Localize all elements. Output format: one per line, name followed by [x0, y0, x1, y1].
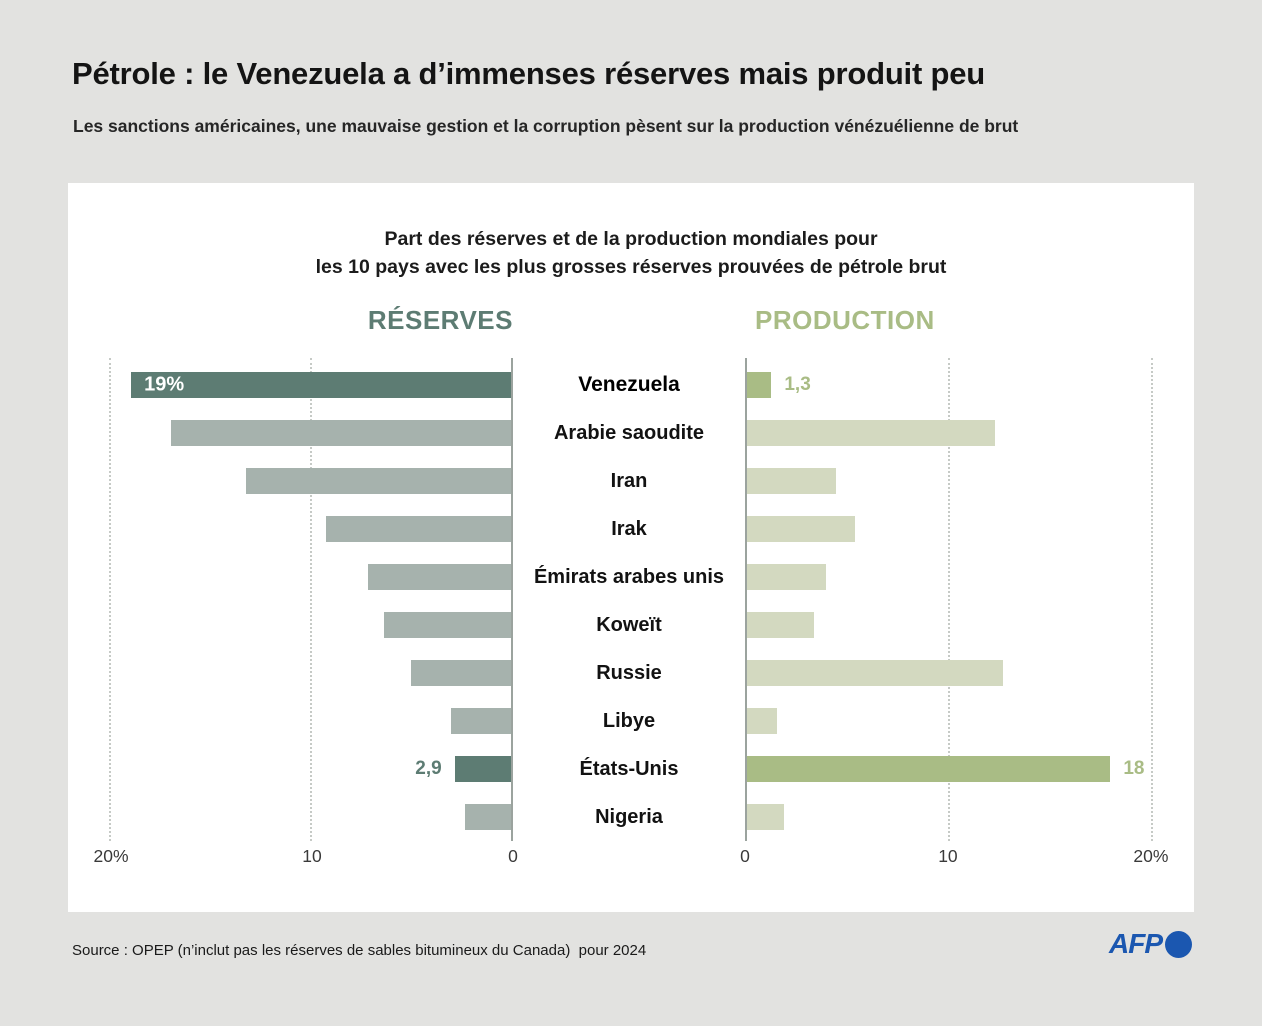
reserves-bar [450, 708, 513, 734]
production-bar [745, 564, 827, 590]
production-row [745, 505, 1157, 553]
reserves-bar: 19% [131, 372, 513, 398]
reserves-bar [454, 756, 513, 782]
reserves-bar [326, 516, 513, 542]
country-label: Irak [611, 517, 647, 540]
reserves-bar [464, 804, 513, 830]
country-label: Arabie saoudite [553, 421, 705, 444]
reserves-row [105, 457, 513, 505]
axis-tick-label: 10 [938, 846, 958, 866]
country-label: Venezuela [578, 373, 680, 396]
production-row [745, 409, 1157, 457]
reserves-row [105, 697, 513, 745]
production-value-label: 18 [1123, 758, 1145, 779]
production-row [745, 793, 1157, 841]
production-axis: 0 10 20% [740, 846, 1168, 868]
reserves-plot: 19% 2,9 [105, 358, 513, 841]
page-subtitle: Les sanctions américaines, une mauvaise … [73, 116, 1019, 136]
reserves-row [105, 793, 513, 841]
reserves-bar [245, 468, 513, 494]
axis-tick-label: 20% [1133, 846, 1169, 866]
page-title: Pétrole : le Venezuela a d’immenses rése… [72, 56, 986, 91]
production-bar [745, 468, 837, 494]
production-row: 18 [745, 745, 1157, 793]
production-plot: 1,3 18 [745, 358, 1157, 841]
reserves-header: RÉSERVES [367, 305, 513, 335]
production-bar [745, 420, 995, 446]
country-label: Russie [596, 661, 662, 684]
gridline-10 [947, 358, 950, 841]
chart-title-line2: les 10 pays avec les plus grosses réserv… [315, 256, 947, 278]
production-row [745, 601, 1157, 649]
axis-tick-label: 0 [740, 846, 750, 866]
reserves-row [105, 505, 513, 553]
production-bar [745, 804, 784, 830]
country-label: Nigeria [595, 805, 663, 828]
zero-line [511, 358, 513, 841]
country-label: Iran [610, 469, 648, 492]
reserves-bar [384, 612, 513, 638]
afp-logo-text: AFP [1109, 928, 1163, 959]
country-labels-column: Venezuela Arabie saoudite Iran Irak Émirats … [513, 361, 745, 841]
reserves-row [105, 649, 513, 697]
gridline-20 [1150, 358, 1153, 841]
production-row: 1,3 [745, 361, 1157, 409]
production-bar [745, 516, 855, 542]
country-label: Libye [602, 709, 656, 732]
production-value-label: 1,3 [784, 374, 811, 395]
reserves-axis: 20% 10 0 [94, 846, 518, 868]
country-label: Émirats arabes unis [533, 565, 725, 588]
reserves-value-label: 19% [144, 373, 185, 396]
production-bar [745, 708, 778, 734]
reserves-row [105, 409, 513, 457]
axis-tick-label: 20% [93, 846, 129, 866]
production-header: PRODUCTION [755, 305, 935, 335]
gridline-10 [310, 358, 313, 841]
reserves-bar [171, 420, 513, 446]
production-row [745, 697, 1157, 745]
source-text: Source : OPEP (n’inclut pas les réserves… [72, 942, 647, 959]
chart-title: Part des réserves et de la production mo… [68, 225, 1194, 281]
reserves-row: 2,9 [105, 745, 513, 793]
production-bar [745, 372, 772, 398]
reserves-bar [368, 564, 513, 590]
production-row [745, 553, 1157, 601]
reserves-bar [410, 660, 513, 686]
chart-title-line1: Part des réserves et de la production mo… [384, 228, 878, 250]
production-bar [745, 660, 1003, 686]
production-row [745, 457, 1157, 505]
axis-tick-label: 10 [302, 846, 322, 866]
country-label: États-Unis [579, 757, 679, 780]
axis-tick-label: 0 [508, 846, 518, 866]
production-bar [745, 612, 814, 638]
afp-logo-circle-icon [1165, 930, 1192, 958]
afp-logo: AFP [1109, 928, 1192, 960]
chart-card: Part des réserves et de la production mo… [68, 183, 1194, 912]
country-label: Koweït [596, 613, 662, 636]
production-bar [745, 756, 1111, 782]
reserves-row [105, 553, 513, 601]
reserves-row [105, 601, 513, 649]
gridline-20 [109, 358, 112, 841]
reserves-value-label: 2,9 [415, 758, 442, 779]
production-row [745, 649, 1157, 697]
zero-line [745, 358, 747, 841]
reserves-row: 19% [105, 361, 513, 409]
